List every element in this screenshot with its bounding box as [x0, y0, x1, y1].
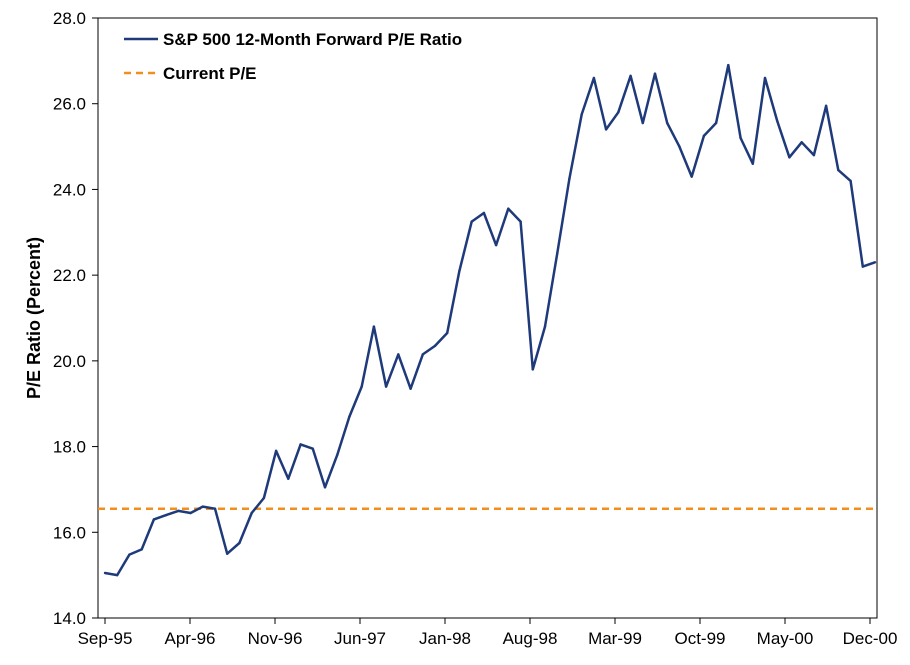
data-point [543, 325, 547, 328]
data-point [360, 385, 363, 388]
data-point [702, 134, 706, 138]
data-point [128, 553, 131, 556]
data-point [837, 168, 840, 172]
data-point [140, 548, 143, 551]
data-point [189, 511, 192, 515]
y-tick-label: 24.0 [53, 180, 86, 199]
data-point [287, 477, 290, 480]
data-point [494, 243, 498, 247]
sp500-forward-pe-series-line [104, 63, 876, 577]
data-point [238, 541, 241, 545]
data-point [397, 353, 400, 356]
x-tick-label: Apr-96 [164, 629, 215, 648]
data-point [213, 507, 217, 510]
data-point [873, 261, 877, 264]
data-point [274, 449, 278, 453]
data-point [678, 145, 681, 148]
data-point [103, 571, 107, 575]
data-point [384, 385, 388, 388]
data-point [201, 505, 204, 508]
data-point [226, 552, 229, 555]
data-point [446, 331, 449, 335]
data-point [824, 104, 828, 108]
data-point [299, 443, 302, 446]
data-point [714, 121, 718, 125]
data-point [433, 344, 437, 348]
y-tick-label: 14.0 [53, 609, 86, 628]
data-point [690, 175, 693, 178]
data-point [800, 141, 803, 144]
data-point [580, 113, 583, 116]
x-tick-label: Aug-98 [503, 629, 558, 648]
y-tick-label: 28.0 [53, 9, 86, 28]
data-point [409, 387, 412, 390]
data-point [372, 325, 376, 328]
x-tick-label: Mar-99 [588, 629, 642, 648]
data-point [507, 207, 510, 210]
y-tick-label: 16.0 [53, 523, 86, 542]
data-point [250, 511, 253, 515]
data-point [641, 121, 644, 125]
x-tick-label: Jan-98 [419, 629, 471, 648]
y-tick-label: 18.0 [53, 438, 86, 457]
legend-label-sp500: S&P 500 12-Month Forward P/E Ratio [163, 30, 462, 49]
data-point [812, 153, 816, 157]
data-point [116, 573, 119, 577]
data-point [568, 177, 571, 180]
data-point [311, 447, 314, 450]
plot-frame [97, 17, 878, 619]
x-tick-label: May-00 [757, 629, 814, 648]
y-tick-label: 26.0 [53, 95, 86, 114]
y-axis-label: P/E Ratio (Percent) [24, 237, 44, 399]
data-point [421, 353, 424, 356]
data-point [763, 76, 767, 80]
data-point [458, 269, 461, 273]
data-point [482, 211, 486, 215]
data-point [727, 63, 730, 67]
data-point [164, 513, 168, 517]
y-tick-label: 20.0 [53, 352, 86, 371]
data-point [617, 111, 620, 114]
data-point [152, 518, 156, 521]
legend-label-current-pe: Current P/E [163, 64, 257, 83]
x-tick-label: Jun-97 [334, 629, 386, 648]
data-point [653, 72, 657, 75]
data-point [348, 415, 351, 418]
x-tick-label: Nov-96 [248, 629, 303, 648]
data-point [262, 496, 266, 500]
y-tick-label: 22.0 [53, 266, 86, 285]
data-point [849, 179, 852, 183]
x-tick-label: Dec-00 [843, 629, 898, 648]
data-point [629, 74, 632, 78]
data-point [861, 265, 864, 268]
data-point [336, 453, 339, 457]
data-point [666, 121, 669, 125]
data-point [592, 76, 596, 80]
x-tick-label: Sep-95 [78, 629, 133, 648]
data-point [788, 156, 791, 159]
data-point [604, 128, 608, 131]
data-point [531, 368, 534, 371]
data-point [776, 119, 779, 123]
data-point [470, 220, 473, 223]
x-tick-label: Oct-99 [674, 629, 725, 648]
data-point [519, 220, 522, 223]
data-point [323, 486, 327, 489]
data-point [177, 509, 180, 513]
data-point [751, 162, 754, 165]
data-point [556, 252, 559, 255]
data-point [739, 136, 742, 140]
